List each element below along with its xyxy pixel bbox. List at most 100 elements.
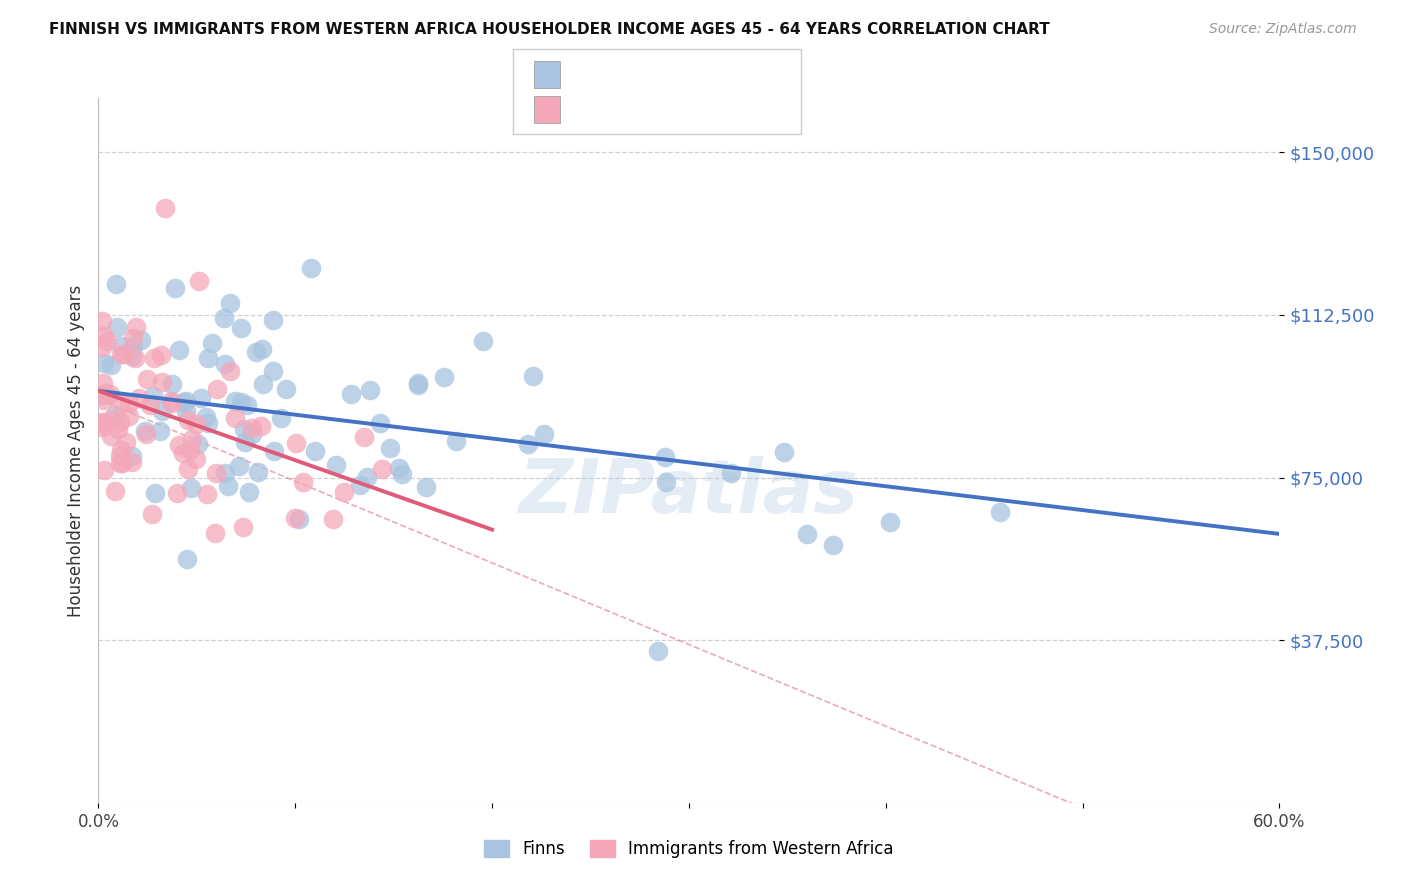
Point bbox=[533, 426, 555, 441]
Point bbox=[380, 442, 402, 456]
Point bbox=[91, 340, 114, 354]
Point bbox=[100, 411, 122, 425]
Point bbox=[284, 435, 307, 450]
Point bbox=[522, 368, 544, 383]
Text: 83: 83 bbox=[714, 66, 735, 84]
Point bbox=[91, 420, 114, 434]
Point bbox=[179, 442, 201, 457]
Point bbox=[796, 527, 818, 541]
Point bbox=[262, 364, 284, 378]
Point bbox=[100, 359, 122, 373]
Point bbox=[108, 456, 131, 470]
Point bbox=[103, 409, 125, 423]
Point bbox=[263, 444, 285, 458]
Point bbox=[108, 449, 131, 463]
Point bbox=[391, 467, 413, 481]
Point bbox=[91, 416, 114, 430]
Point bbox=[240, 421, 263, 435]
Point bbox=[91, 416, 114, 430]
Point bbox=[110, 339, 132, 353]
Text: N =: N = bbox=[676, 66, 713, 84]
Point bbox=[124, 351, 146, 365]
Point bbox=[143, 351, 166, 365]
Text: FINNISH VS IMMIGRANTS FROM WESTERN AFRICA HOUSEHOLDER INCOME AGES 45 - 64 YEARS : FINNISH VS IMMIGRANTS FROM WESTERN AFRIC… bbox=[49, 22, 1050, 37]
Point bbox=[654, 450, 676, 464]
Point bbox=[105, 320, 128, 334]
Point bbox=[284, 511, 307, 525]
Point bbox=[444, 434, 467, 449]
Point bbox=[201, 336, 224, 351]
Point bbox=[96, 334, 118, 349]
Point bbox=[166, 485, 188, 500]
Point bbox=[93, 328, 115, 343]
Point bbox=[879, 515, 901, 529]
Point bbox=[135, 372, 157, 386]
Point bbox=[105, 277, 128, 292]
Point bbox=[172, 446, 194, 460]
Point bbox=[122, 331, 145, 345]
Point bbox=[195, 410, 218, 425]
Point bbox=[121, 449, 143, 463]
Point bbox=[246, 466, 269, 480]
Point bbox=[186, 452, 208, 467]
Point bbox=[142, 389, 165, 403]
Point bbox=[205, 382, 228, 396]
Point bbox=[174, 404, 197, 418]
Point bbox=[340, 387, 363, 401]
Point bbox=[263, 312, 285, 326]
Point bbox=[325, 458, 347, 473]
Point bbox=[240, 426, 263, 441]
Point bbox=[238, 485, 260, 500]
Point bbox=[160, 394, 183, 409]
Text: R =: R = bbox=[571, 66, 607, 84]
Point bbox=[115, 435, 138, 450]
Point bbox=[162, 396, 184, 410]
Point bbox=[988, 505, 1011, 519]
Point bbox=[149, 424, 172, 438]
Point bbox=[98, 386, 121, 401]
Point bbox=[188, 275, 211, 289]
Point bbox=[180, 482, 202, 496]
Point bbox=[110, 442, 132, 457]
Point bbox=[93, 463, 115, 477]
Point bbox=[204, 525, 226, 540]
Point bbox=[368, 416, 391, 430]
Point bbox=[214, 357, 236, 371]
Point bbox=[655, 475, 678, 490]
Point bbox=[387, 460, 409, 475]
Point bbox=[93, 393, 115, 408]
Point bbox=[153, 201, 176, 215]
Point bbox=[217, 478, 239, 492]
Text: Source: ZipAtlas.com: Source: ZipAtlas.com bbox=[1209, 22, 1357, 37]
Point bbox=[186, 417, 208, 432]
Point bbox=[353, 429, 375, 443]
Point bbox=[110, 415, 132, 429]
Point bbox=[224, 394, 246, 409]
Point bbox=[218, 296, 240, 310]
Point bbox=[647, 644, 669, 658]
Point bbox=[228, 459, 250, 474]
Point bbox=[177, 461, 200, 475]
Point bbox=[177, 413, 200, 427]
Point bbox=[121, 349, 143, 363]
Text: -0.427: -0.427 bbox=[613, 101, 666, 119]
Legend: Finns, Immigrants from Western Africa: Finns, Immigrants from Western Africa bbox=[484, 839, 894, 858]
Point bbox=[720, 467, 742, 481]
Point bbox=[107, 422, 129, 436]
Point bbox=[91, 376, 114, 390]
Point bbox=[304, 444, 326, 458]
Point bbox=[91, 313, 114, 327]
Point bbox=[219, 364, 242, 378]
Point bbox=[141, 507, 163, 521]
Point bbox=[205, 467, 228, 481]
Point bbox=[100, 428, 122, 442]
Point bbox=[190, 391, 212, 405]
Point bbox=[433, 370, 456, 384]
Point bbox=[163, 281, 186, 295]
Point bbox=[232, 422, 254, 436]
Point bbox=[236, 398, 259, 412]
Point bbox=[408, 376, 430, 390]
Point bbox=[415, 480, 437, 494]
Point bbox=[110, 396, 132, 410]
Point bbox=[93, 385, 115, 400]
